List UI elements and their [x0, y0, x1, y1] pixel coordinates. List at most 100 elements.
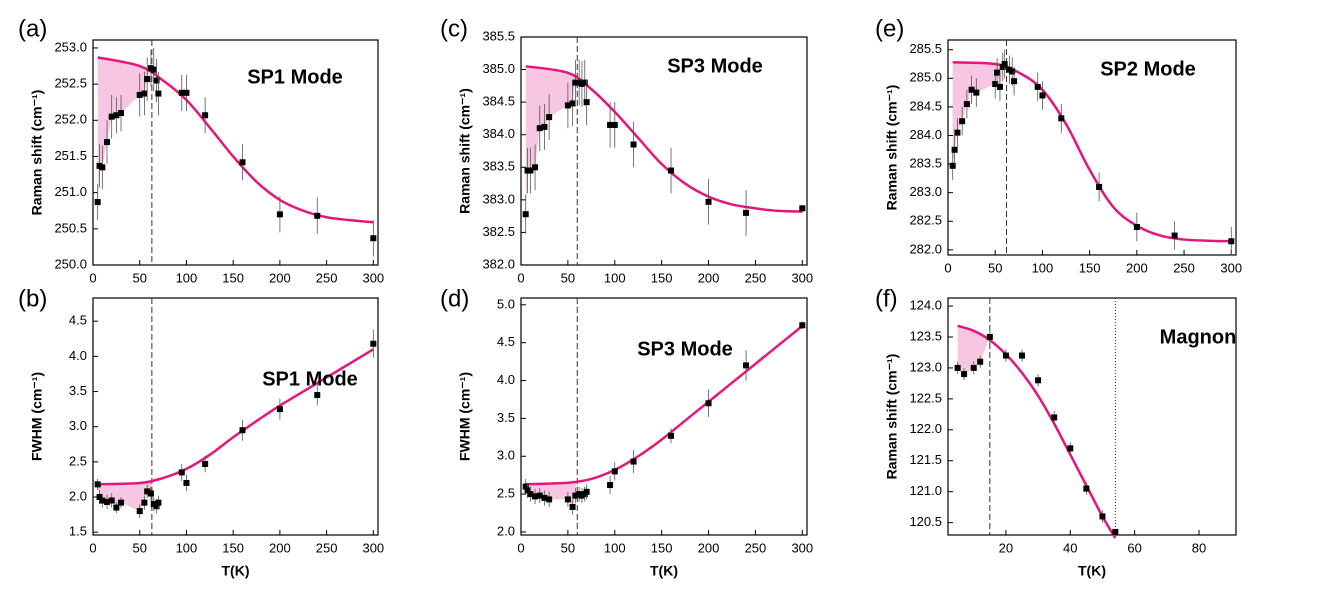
x-tick-label: 250 — [745, 270, 767, 285]
data-point — [153, 503, 160, 510]
data-point — [150, 66, 157, 73]
data-point — [276, 406, 283, 413]
data-point — [630, 141, 637, 148]
data-point — [141, 90, 148, 97]
data-point — [546, 496, 553, 503]
data-point — [99, 164, 106, 171]
annotation: SP1 Mode — [247, 66, 343, 88]
data-point — [1001, 61, 1008, 68]
data-point — [108, 113, 115, 120]
data-point — [136, 91, 143, 98]
data-point — [572, 492, 579, 499]
annotation: SP3 Mode — [637, 338, 733, 360]
data-point — [1011, 78, 1018, 85]
y-axis-label: FWHM (cm⁻¹) — [457, 372, 473, 461]
data-point — [136, 508, 143, 515]
data-point — [630, 458, 637, 465]
data-point — [94, 481, 101, 488]
data-point — [1133, 223, 1140, 230]
x-tick-label: 300 — [362, 540, 384, 555]
x-tick-label: 250 — [316, 540, 338, 555]
data-point — [581, 79, 588, 86]
data-point — [569, 503, 576, 510]
data-point — [108, 497, 115, 504]
x-tick-label: 250 — [316, 270, 338, 285]
data-point — [144, 488, 151, 495]
y-tick-label: 3.0 — [497, 448, 515, 463]
y-tick-label: 251.5 — [54, 148, 87, 163]
shade — [97, 482, 152, 512]
data-point — [1171, 232, 1178, 239]
x-tick-label: 0 — [517, 270, 524, 285]
data-point — [527, 167, 534, 174]
data-point — [959, 118, 966, 125]
data-point — [1009, 68, 1016, 75]
y-axis-label: FWHM (cm⁻¹) — [29, 372, 45, 461]
shade — [97, 57, 152, 203]
data-point — [1035, 377, 1042, 384]
x-tick-label: 250 — [1173, 260, 1195, 275]
data-point — [144, 76, 151, 83]
fit-curve — [525, 65, 803, 213]
x-axis-label: T(K) — [650, 563, 678, 579]
data-point — [314, 212, 321, 219]
y-tick-label: 384.0 — [482, 126, 515, 141]
shade — [525, 66, 578, 215]
y-tick-label: 4.0 — [69, 348, 87, 363]
data-point — [1067, 445, 1074, 452]
data-point — [178, 89, 185, 96]
data-point — [994, 69, 1001, 76]
data-point — [314, 392, 321, 399]
data-point — [1039, 92, 1046, 99]
data-point — [546, 114, 553, 121]
data-point — [1099, 513, 1106, 520]
data-point — [536, 492, 543, 499]
y-tick-label: 384.5 — [482, 94, 515, 109]
data-point — [118, 499, 125, 506]
y-tick-label: 3.0 — [69, 418, 87, 433]
y-tick-label: 284.5 — [909, 98, 942, 113]
data-point — [527, 491, 534, 498]
data-point — [973, 89, 980, 96]
x-tick-label: 100 — [176, 540, 198, 555]
x-tick-label: 150 — [222, 540, 244, 555]
plot-frame — [947, 297, 1237, 536]
data-point — [1228, 238, 1235, 245]
y-tick-label: 284.0 — [909, 127, 942, 142]
data-point — [536, 125, 543, 132]
data-point — [522, 483, 529, 490]
y-tick-label: 3.5 — [69, 383, 87, 398]
y-tick-label: 382.5 — [482, 224, 515, 239]
plot-frame — [92, 297, 379, 536]
data-point — [992, 81, 999, 88]
x-tick-label: 200 — [269, 540, 291, 555]
y-tick-label: 282.0 — [909, 241, 942, 256]
y-tick-label: 1.5 — [69, 524, 87, 539]
data-point — [607, 482, 614, 489]
x-tick-label: 60 — [1127, 540, 1141, 555]
y-tick-label: 251.0 — [54, 184, 87, 199]
x-tick-label: 300 — [791, 540, 813, 555]
data-point — [799, 322, 806, 329]
y-tick-label: 252.5 — [54, 76, 87, 91]
data-point — [541, 123, 548, 130]
data-point — [1019, 352, 1026, 359]
data-point — [1058, 115, 1065, 122]
data-point — [564, 102, 571, 109]
annotation: SP1 Mode — [262, 368, 358, 390]
data-point — [954, 129, 961, 136]
data-point — [607, 121, 614, 128]
y-tick-label: 253.0 — [54, 39, 87, 54]
data-point — [104, 139, 111, 146]
y-tick-label: 123.0 — [909, 359, 942, 374]
shade — [525, 482, 578, 507]
data-point — [799, 205, 806, 212]
data-point — [611, 121, 618, 128]
y-tick-label: 2.5 — [497, 486, 515, 501]
data-point — [951, 146, 958, 153]
y-tick-label: 383.5 — [482, 159, 515, 174]
y-tick-label: 2.5 — [69, 453, 87, 468]
data-point — [705, 198, 712, 205]
x-tick-label: 200 — [269, 270, 291, 285]
data-point — [572, 79, 579, 86]
